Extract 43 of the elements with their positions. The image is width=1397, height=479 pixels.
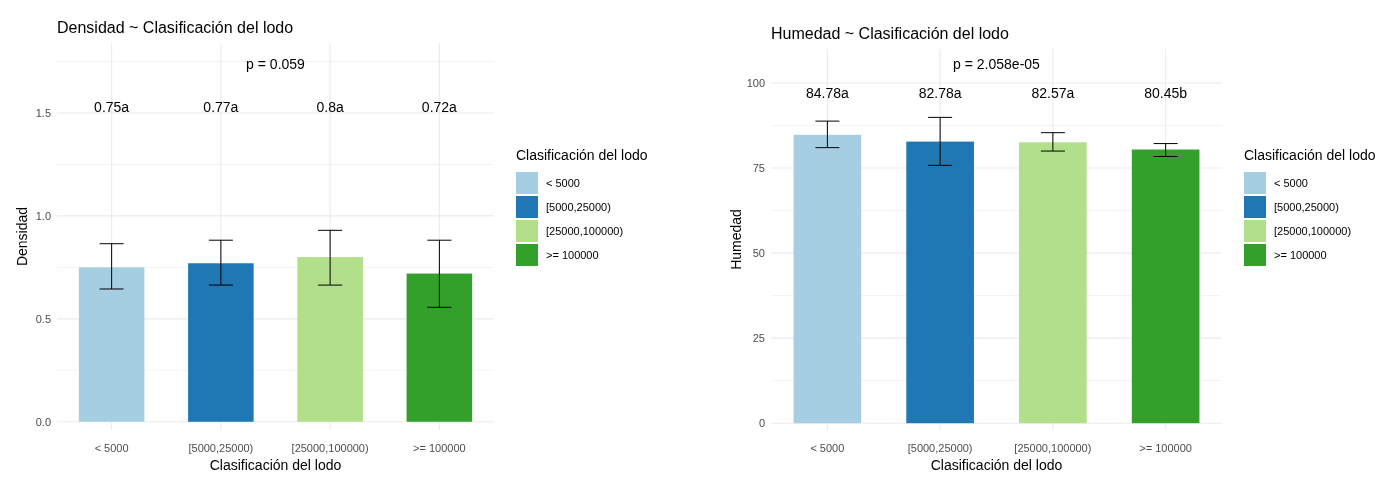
y-tick-label: 0.5: [35, 312, 51, 325]
y-tick-label: 25: [752, 332, 765, 344]
legend-label: [5000,25000): [546, 200, 611, 213]
annotation: 0.75a: [94, 99, 130, 116]
annotation: 0.77a: [203, 99, 239, 116]
annotation: 0.72a: [421, 99, 458, 116]
annotation: 0.8a: [316, 99, 344, 116]
y-tick-label: 0.0: [35, 415, 51, 428]
y-axis-title: Densidad: [14, 206, 30, 267]
x-tick-label: [5000,25000): [907, 442, 973, 454]
legend-label: [5000,25000): [1274, 200, 1339, 213]
legend-label: >= 100000: [1274, 248, 1327, 261]
legend-label: [25000,100000): [546, 224, 624, 237]
annotation: 82.57a: [1031, 84, 1075, 101]
annotation: 80.45b: [1144, 84, 1188, 101]
x-tick-label: < 5000: [94, 442, 129, 454]
x-tick-label: >= 100000: [1139, 442, 1192, 454]
y-tick-label: 0: [758, 417, 765, 430]
legend-title: Clasificación del lodo: [1244, 147, 1376, 163]
chart-title: Densidad ~ Clasificación del lodo: [57, 19, 294, 36]
y-tick-label: 1.5: [35, 106, 51, 119]
annotation: p = 0.059: [246, 55, 306, 72]
annotation: 84.78a: [805, 84, 849, 101]
y-tick-label: 50: [752, 246, 765, 259]
x-tick-label: >= 100000: [413, 442, 466, 454]
legend-title: Clasificación del lodo: [516, 147, 648, 163]
y-tick-label: 75: [752, 161, 765, 174]
legend-label: < 5000: [546, 176, 580, 189]
annotation: p = 2.058e-05: [953, 56, 1041, 73]
x-tick-label: < 5000: [810, 442, 845, 454]
y-axis-title: Humedad: [728, 209, 744, 270]
x-axis-title: Clasificación del lodo: [209, 457, 342, 473]
x-tick-label: [25000,100000): [291, 442, 369, 454]
y-tick-label: 100: [746, 76, 765, 89]
legend-label: < 5000: [1274, 176, 1308, 189]
annotation: 82.78a: [918, 84, 962, 101]
x-tick-label: [25000,100000): [1014, 442, 1092, 454]
x-tick-label: [5000,25000): [188, 442, 254, 454]
legend-label: >= 100000: [546, 248, 599, 261]
chart-title: Humedad ~ Clasificación del lodo: [771, 25, 1010, 42]
legend-label: [25000,100000): [1274, 224, 1352, 237]
x-axis-title: Clasificación del lodo: [930, 457, 1063, 473]
y-tick-label: 1.0: [35, 209, 51, 222]
